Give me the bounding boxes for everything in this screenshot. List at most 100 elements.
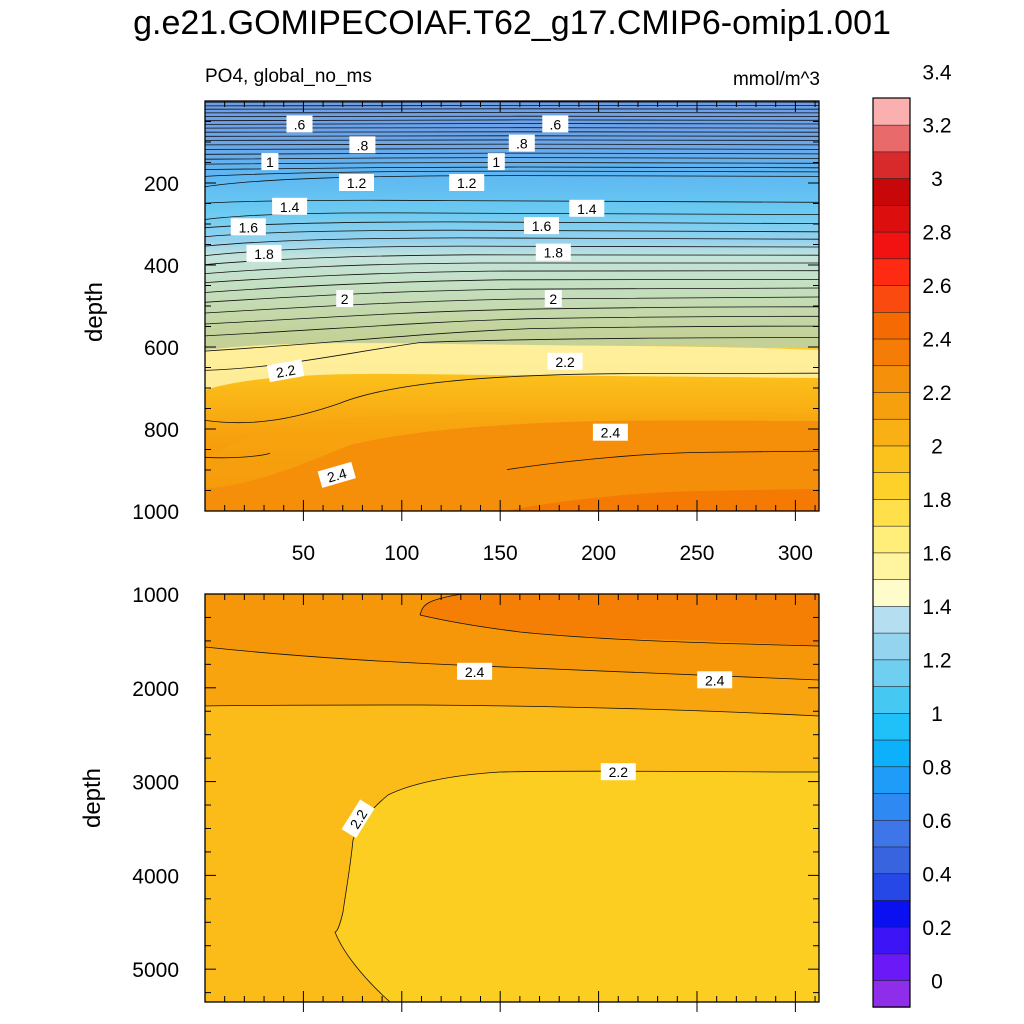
chart-title: g.e21.GOMIPECOIAF.T62_g17.CMIP6-omip1.00… [133,4,891,42]
upper-fill-deep-orange [505,489,819,511]
colorbar-swatch [872,418,911,447]
upper-contour-label-bg [339,174,374,191]
colorbar-swatch [872,445,911,473]
upper-contour-line [506,450,820,470]
upper-contour-line [204,315,820,337]
upper-contour-label-text: 1.2 [457,175,477,191]
colorbar-swatch [872,284,911,313]
lower-contour-labels: 2.42.42.22.2 [341,662,733,839]
upper-contour-label: 1.4 [569,199,605,217]
upper-contour-label-text: .8 [516,136,528,152]
colorbar-swatch [872,819,911,848]
y-tick-label: 600 [144,337,179,360]
colorbar-label: 0 [931,970,943,993]
upper-contour-label-text: .6 [294,116,306,132]
colorbar-swatch [872,311,911,340]
lower-contour-label: 2.2 [600,763,636,781]
colorbar-swatch [872,739,911,768]
lower-panel-frame [204,593,820,1003]
upper-contour-line [204,296,820,314]
upper-fill-dark-orange [205,420,819,511]
upper-contour-label-text: 1.2 [347,175,367,191]
upper-contour-line [204,270,820,283]
colorbar-swatch [872,899,911,928]
lower-contour-label-text: 2.2 [609,764,629,780]
upper-contour-label: 1 [261,153,279,171]
upper-contour-label-bg [508,134,535,152]
colorbar-label: 0.8 [922,756,951,779]
colorbar-swatch [872,632,911,661]
upper-contour-label: 1.4 [272,197,308,215]
upper-contour-label-text: 1 [492,154,500,170]
upper-contour-label-text: 1.8 [544,245,564,261]
colorbar: 3.4 3.2 3 2.8 2.6 2.4 2.2 2 1.8 1.6 1.4 1.2 1 0.8 0.6 0… [872,61,952,1008]
upper-contour-label-bg [246,244,282,262]
colorbar-swatch [872,204,911,233]
colorbar-label: 1 [931,703,943,726]
upper-contour-label-bg [524,217,559,235]
upper-contour-label-text: 1.8 [254,246,274,262]
upper-contour-label-text: 1.6 [239,219,259,235]
upper-contour-line [204,157,820,160]
upper-contour-label-bg [261,153,279,171]
colorbar-label: 0.2 [922,917,951,940]
colorbar-label: 3.2 [922,115,951,138]
x-tick-label: 200 [581,542,616,565]
upper-contour-line [204,175,820,188]
y-tick-label: 5000 [132,959,179,982]
upper-contour-line [204,452,271,459]
upper-contour-label-bg [542,115,569,133]
lower-contour-label: 2.4 [697,671,733,689]
colorbar-swatch [872,766,911,794]
upper-axis-ticks: 200 400 600 800 1000 50 100 150 200 250 300 [132,100,819,565]
lower-axis-ticks: 1000 2000 3000 4000 5000 [132,584,819,1012]
colorbar-swatch [872,873,911,901]
colorbar-swatch [872,552,911,580]
upper-contour-label-bg [349,136,376,154]
upper-contour-label-text: 1.4 [280,199,300,215]
lower-contour-label-bg [697,671,733,689]
upper-contour-label: .6 [542,115,569,133]
upper-contour-label: 2.2 [266,359,305,383]
colorbar-label: 3 [931,168,943,191]
x-tick-label: 300 [778,542,813,565]
upper-contour-label: 1.2 [449,174,485,191]
upper-contour-label: .8 [349,136,376,154]
colorbar-swatch [872,578,911,607]
upper-contour-label-bg [569,199,605,217]
upper-contour-label-text: 1 [266,154,274,170]
colorbar-swatch [872,846,911,875]
upper-contour-line [204,170,820,177]
upper-contour-label: 1.8 [535,243,571,261]
y-tick-label: 1000 [132,501,179,524]
upper-y-axis-label: depth [81,282,108,342]
upper-contour-line [204,372,820,424]
upper-contour-label-bg [487,153,505,171]
colorbar-label: 3.4 [922,61,952,84]
upper-contour-label-bg [449,174,485,191]
upper-contour-label-bg [592,423,628,441]
upper-contour-label: 1.6 [230,218,266,236]
upper-contour-label: 2 [544,290,562,307]
colorbar-swatch [872,471,911,500]
upper-contour-label-bg [317,461,356,488]
colorbar-label: 1.6 [922,543,951,566]
upper-contour-labels: .6 .6 .8 .8 1 1 1.2 1.2 1.4 1.4 1.6 1.6 1.8 1.8 2 2 2.2 2… [230,115,628,488]
upper-contour-label-bg [230,218,266,236]
lower-fill-yellow [335,771,819,1002]
upper-contour-label-text: .6 [549,116,561,132]
y-tick-label: 1000 [132,584,179,607]
upper-contour-label: 1 [487,153,505,171]
colorbar-label: 0.4 [922,863,952,886]
colorbar-swatch [872,953,911,981]
lower-contour-line [419,593,463,616]
upper-contour-label-text: 2.2 [275,362,297,381]
x-tick-label: 150 [483,542,518,565]
upper-contour-label-text: 2 [341,291,349,307]
upper-contour-label-bg [272,197,308,215]
upper-contour-label: .6 [286,115,313,133]
y-tick-label: 2000 [132,678,179,701]
colorbar-swatch [872,231,911,260]
